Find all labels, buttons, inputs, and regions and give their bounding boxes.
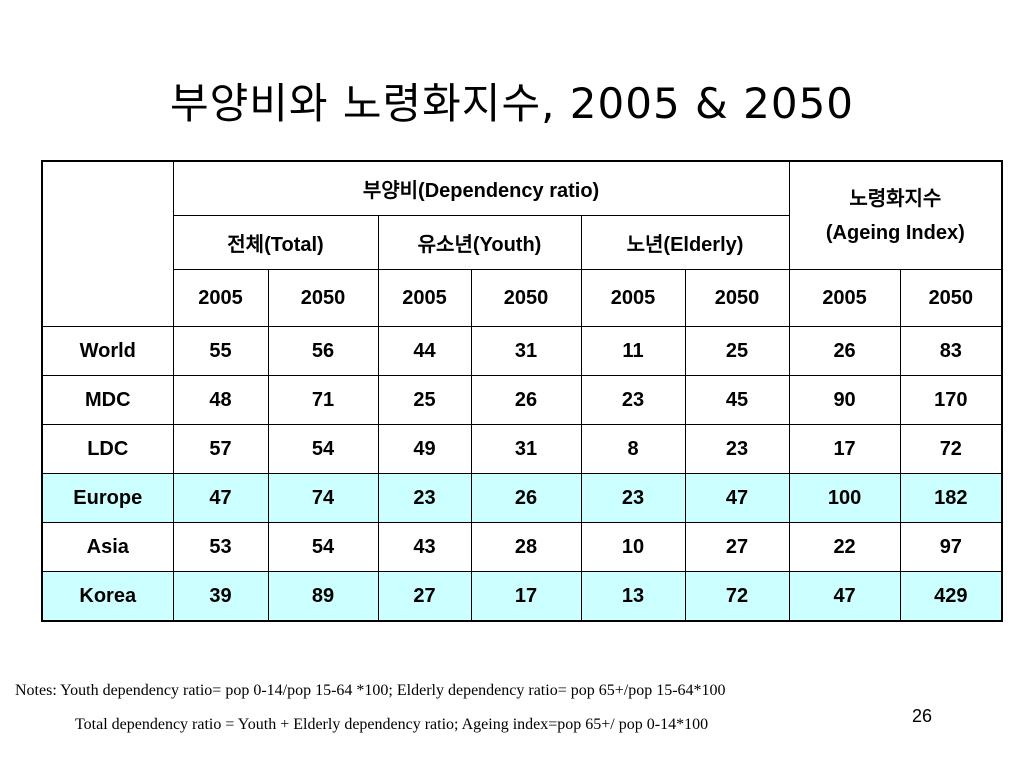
table-cell: 54 (267, 522, 379, 572)
table-cell: 26 (788, 326, 901, 376)
table-cell: 31 (470, 424, 582, 474)
table-body: 부양비(Dependency ratio) 노령화지수 (Ageing Inde… (41, 160, 1003, 622)
row-label-cell: Europe (41, 473, 174, 523)
header-ageing-index: 노령화지수 (Ageing Index) (788, 160, 1003, 270)
header-ageing-index-english: (Ageing Index) (825, 221, 965, 244)
table-cell: 26 (470, 473, 582, 523)
notes: Notes: Youth dependency ratio= pop 0-14/… (15, 674, 1015, 742)
year-header-cell: 2050 (267, 269, 379, 327)
table-cell: 13 (580, 571, 686, 622)
table-cell: 11 (580, 326, 686, 376)
header-ageing-index-korean: 노령화지수 (849, 187, 942, 210)
notes-line-2: Total dependency ratio = Youth + Elderly… (75, 716, 709, 733)
table-row: Asia 53 54 43 28 10 27 22 97 (41, 522, 1003, 572)
table-cell: 8 (580, 424, 686, 474)
table-cell: 57 (172, 424, 269, 474)
header-row-years: 2005 2050 2005 2050 2005 2050 2005 2050 (42, 269, 1003, 327)
table-cell: 47 (788, 571, 901, 622)
year-header-cell: 2005 (788, 269, 901, 327)
table-row: World 55 56 44 31 11 25 26 83 (41, 326, 1003, 376)
year-header-cell: 2005 (580, 269, 686, 327)
notes-line-1: Notes: Youth dependency ratio= pop 0-14/… (15, 682, 726, 699)
table-cell: 89 (267, 571, 379, 622)
year-header-cell: 2005 (172, 269, 269, 327)
table-cell: 27 (684, 522, 790, 572)
table-cell: 44 (377, 326, 472, 376)
table-cell: 31 (470, 326, 582, 376)
table-row: Korea 39 89 27 17 13 72 47 429 (41, 571, 1003, 622)
table-cell: 97 (899, 522, 1003, 572)
table-cell: 23 (684, 424, 790, 474)
corner-cell (41, 160, 174, 327)
table-cell: 47 (684, 473, 790, 523)
header-row-subgroups: 전체(Total) 유소년(Youth) 노년(Elderly) (42, 215, 1002, 270)
slide-title: 부양비와 노령화지수, 2005 & 2050 (169, 79, 855, 128)
table-cell: 23 (580, 375, 686, 425)
table-cell: 100 (788, 473, 901, 523)
year-header-cell: 2050 (899, 269, 1003, 327)
table-cell: 26 (470, 375, 582, 425)
table-cell: 28 (470, 522, 582, 572)
header-total: 전체(Total) (172, 215, 379, 270)
row-label-cell: MDC (41, 375, 174, 425)
table-cell: 71 (267, 375, 379, 425)
table-cell: 55 (172, 326, 269, 376)
table-cell: 72 (899, 424, 1003, 474)
year-header-cell: 2050 (684, 269, 790, 327)
table-cell: 47 (172, 473, 269, 523)
table-cell: 22 (788, 522, 901, 572)
table-cell: 25 (377, 375, 472, 425)
table-cell: 23 (377, 473, 472, 523)
table-cell: 90 (788, 375, 901, 425)
row-label-cell: World (41, 326, 174, 376)
table-cell: 23 (580, 473, 686, 523)
table-cell: 74 (267, 473, 379, 523)
year-header-cell: 2050 (470, 269, 582, 327)
header-row-groups: 부양비(Dependency ratio) 노령화지수 (Ageing Inde… (41, 160, 1003, 327)
table-cell: 83 (899, 326, 1003, 376)
table-cell: 48 (172, 375, 269, 425)
table-row: LDC 57 54 49 31 8 23 17 72 (41, 424, 1003, 474)
header-elderly: 노년(Elderly) (580, 215, 790, 270)
header-dependency-ratio: 부양비(Dependency ratio) (172, 160, 790, 216)
dependency-ageing-table: 부양비(Dependency ratio) 노령화지수 (Ageing Inde… (41, 160, 1004, 622)
page-number: 26 (912, 706, 933, 726)
row-label-cell: Korea (41, 571, 174, 622)
table-row: MDC 48 71 25 26 23 45 90 170 (41, 375, 1003, 425)
table-cell: 170 (899, 375, 1003, 425)
table-cell: 72 (684, 571, 790, 622)
table-cell: 27 (377, 571, 472, 622)
year-header-cell: 2005 (377, 269, 472, 327)
table-cell: 49 (377, 424, 472, 474)
row-label-cell: Asia (41, 522, 174, 572)
table-cell: 53 (172, 522, 269, 572)
table-cell: 17 (470, 571, 582, 622)
table-cell: 45 (684, 375, 790, 425)
table-row: Europe 47 74 23 26 23 47 100 182 (41, 473, 1003, 523)
table-cell: 56 (267, 326, 379, 376)
table-cell: 25 (684, 326, 790, 376)
table-cell: 54 (267, 424, 379, 474)
table-cell: 429 (899, 571, 1003, 622)
header-youth: 유소년(Youth) (377, 215, 582, 270)
table-cell: 182 (899, 473, 1003, 523)
table-cell: 17 (788, 424, 901, 474)
table-container: 부양비(Dependency ratio) 노령화지수 (Ageing Inde… (41, 160, 1004, 622)
table-cell: 39 (172, 571, 269, 622)
table-cell: 43 (377, 522, 472, 572)
table-cell: 10 (580, 522, 686, 572)
row-label-cell: LDC (41, 424, 174, 474)
